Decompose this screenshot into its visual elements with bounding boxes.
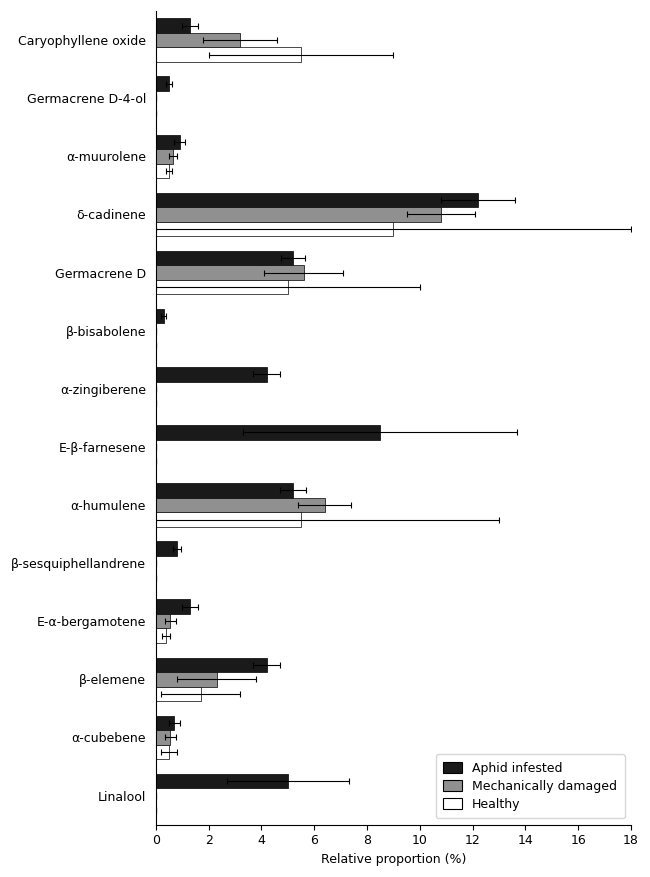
Bar (156, 33, 240, 47)
Bar (156, 266, 304, 280)
Bar (156, 672, 216, 687)
Bar (156, 367, 266, 381)
Bar (156, 774, 288, 788)
Bar (156, 207, 441, 222)
Bar (156, 658, 266, 672)
Bar (156, 512, 301, 527)
Bar (156, 134, 179, 149)
Bar (156, 731, 170, 745)
Bar (156, 280, 288, 295)
Bar (156, 687, 201, 701)
Bar (156, 222, 393, 236)
Bar (156, 498, 325, 512)
Bar (156, 745, 169, 759)
Bar (156, 716, 174, 731)
Legend: Aphid infested, Mechanically damaged, Healthy: Aphid infested, Mechanically damaged, He… (436, 754, 625, 818)
Bar (156, 47, 301, 62)
X-axis label: Relative proportion (%): Relative proportion (%) (320, 853, 466, 866)
Bar (156, 541, 177, 556)
Bar (156, 425, 380, 439)
Bar (156, 18, 190, 33)
Bar (156, 309, 164, 324)
Bar (156, 614, 170, 629)
Bar (156, 483, 293, 498)
Bar (156, 629, 166, 643)
Bar (156, 149, 173, 164)
Bar (156, 600, 190, 614)
Bar (156, 251, 293, 266)
Bar (156, 76, 169, 91)
Bar (156, 164, 169, 178)
Bar (156, 193, 478, 207)
